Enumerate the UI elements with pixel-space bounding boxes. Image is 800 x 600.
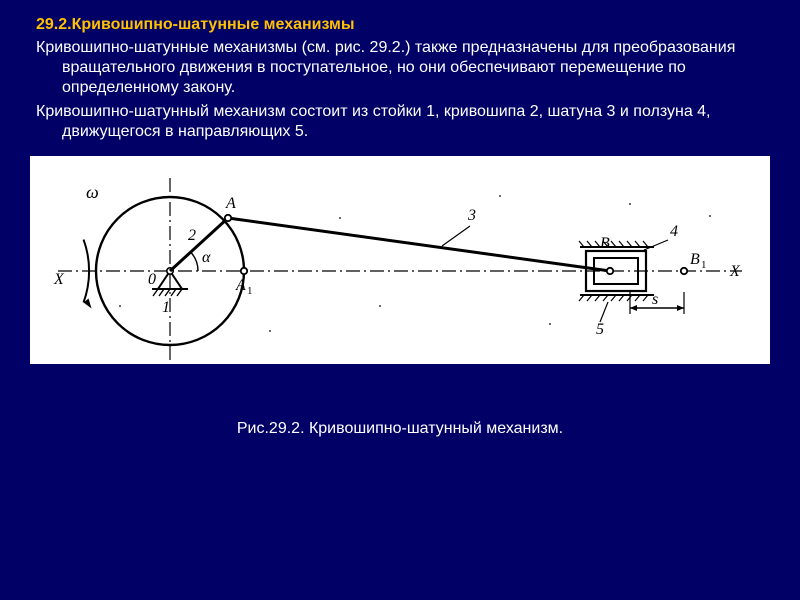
crank-slider-diagram: XXAA1BB1012345αsω bbox=[30, 156, 770, 364]
svg-text:α: α bbox=[202, 249, 211, 266]
svg-text:s: s bbox=[652, 291, 658, 308]
svg-text:1: 1 bbox=[701, 259, 707, 271]
svg-text:A: A bbox=[225, 195, 236, 212]
svg-text:5: 5 bbox=[596, 321, 604, 338]
svg-text:0: 0 bbox=[148, 271, 156, 288]
svg-text:B: B bbox=[690, 251, 700, 268]
svg-text:1: 1 bbox=[162, 299, 170, 316]
svg-text:4: 4 bbox=[670, 223, 678, 240]
section-heading: 29.2.Кривошипно-шатунные механизмы bbox=[36, 16, 764, 34]
paragraph-2: Кривошипно-шатунный механизм состоит из … bbox=[36, 102, 764, 142]
diagram-container: XXAA1BB1012345αsω bbox=[30, 156, 770, 364]
slide: 29.2.Кривошипно-шатунные механизмы Криво… bbox=[0, 0, 800, 600]
svg-text:X: X bbox=[53, 271, 65, 288]
svg-text:X: X bbox=[729, 263, 741, 280]
paragraph-1: Кривошипно-шатунные механизмы (см. рис. … bbox=[36, 38, 764, 98]
figure-caption: Рис.29.2. Кривошипно-шатунный механизм. bbox=[36, 420, 764, 438]
svg-text:1: 1 bbox=[247, 285, 253, 297]
svg-text:3: 3 bbox=[467, 207, 476, 224]
svg-text:B: B bbox=[600, 235, 610, 252]
svg-text:2: 2 bbox=[188, 227, 196, 244]
svg-text:ω: ω bbox=[86, 182, 99, 202]
svg-text:A: A bbox=[235, 277, 246, 294]
